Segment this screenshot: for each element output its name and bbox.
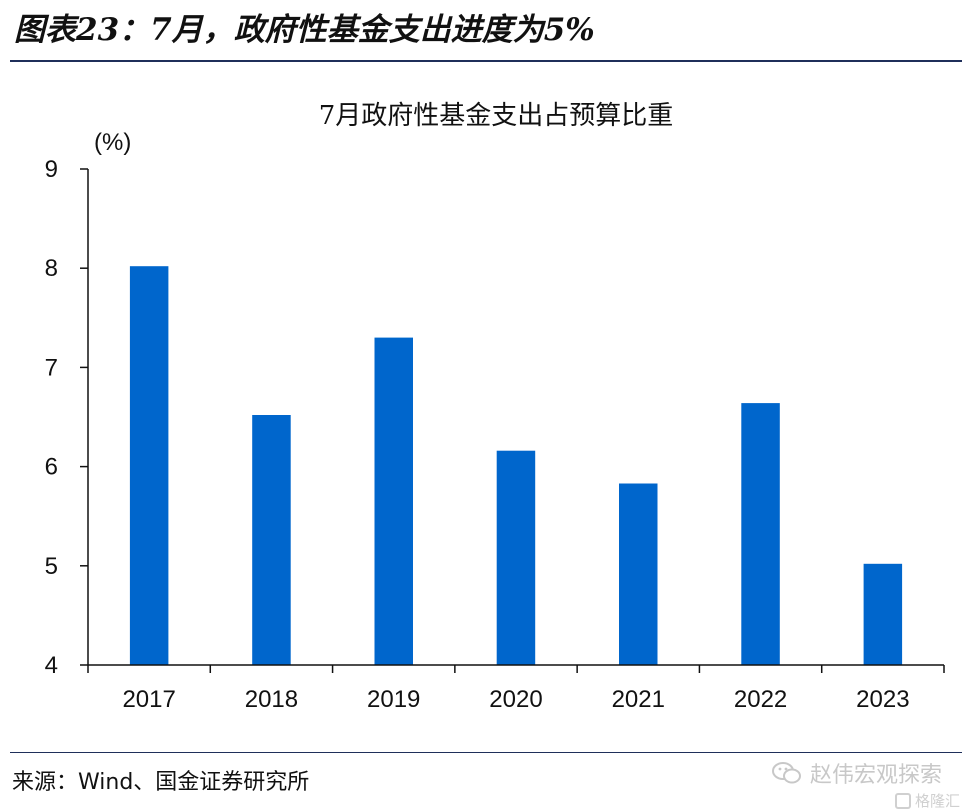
y-axis-unit-label: (%) bbox=[94, 129, 131, 156]
sub-watermark-text: 格隆汇 bbox=[914, 792, 960, 810]
bar-2021 bbox=[619, 483, 658, 665]
bar-2020 bbox=[496, 450, 536, 665]
wechat-icon bbox=[771, 762, 801, 784]
x-tick-label: 2018 bbox=[245, 686, 298, 713]
bar-2019 bbox=[374, 337, 413, 665]
y-tick-label: 5 bbox=[45, 553, 58, 580]
top-divider bbox=[10, 60, 962, 62]
bar-2018 bbox=[252, 415, 291, 665]
x-tick-label: 2022 bbox=[734, 686, 787, 713]
watermark-text: 赵伟宏观探索 bbox=[809, 763, 942, 788]
figure-title: 图表23：7月，政府性基金支出进度为5% bbox=[14, 12, 595, 48]
y-tick-label: 4 bbox=[45, 652, 58, 679]
sub-watermark: 格隆汇 bbox=[894, 790, 960, 811]
bars-group bbox=[129, 266, 903, 665]
x-tick-label: 2017 bbox=[122, 686, 175, 713]
brand-logo-icon bbox=[894, 792, 911, 809]
y-tick-label: 8 bbox=[45, 255, 58, 282]
bar-2023 bbox=[863, 563, 903, 665]
x-tick-label: 2021 bbox=[612, 686, 665, 713]
source-note: 来源：Wind、国金证券研究所 bbox=[12, 770, 310, 795]
watermark: 赵伟宏观探索 bbox=[771, 757, 942, 789]
x-tick-label: 2019 bbox=[367, 686, 420, 713]
y-tick-label: 9 bbox=[45, 156, 58, 183]
y-tick-label: 7 bbox=[45, 354, 58, 381]
x-tick-label: 2023 bbox=[856, 686, 909, 713]
bar-chart: 7月政府性基金支出占预算比重 (%) 4 5 6 7 8 9 2017 2018 2019 202… bbox=[45, 101, 945, 713]
bar-2017 bbox=[129, 266, 169, 665]
y-tick-label: 6 bbox=[45, 454, 58, 481]
bottom-divider bbox=[10, 752, 962, 753]
axes-group: 4 5 6 7 8 9 2017 2018 2019 2020 2021 2022 2023 bbox=[45, 156, 945, 713]
bar-2022 bbox=[741, 403, 780, 665]
x-tick-label: 2020 bbox=[489, 686, 542, 713]
chart-title: 7月政府性基金支出占预算比重 bbox=[319, 101, 674, 131]
